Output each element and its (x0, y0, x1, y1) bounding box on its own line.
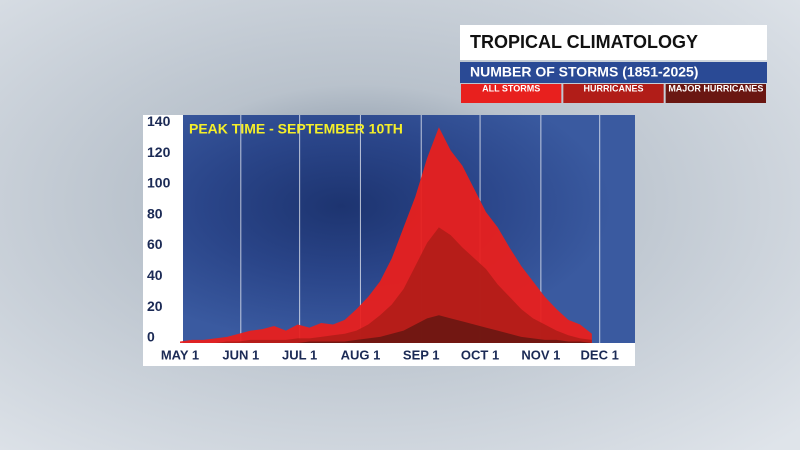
y-tick-label: 20 (147, 298, 163, 314)
x-tick-label: DEC 1 (581, 347, 619, 362)
legend-label: ALL STORMS (482, 83, 540, 93)
x-tick-label: OCT 1 (461, 347, 499, 362)
y-tick-label: 140 (147, 113, 171, 129)
y-tick-label: 40 (147, 267, 163, 283)
x-tick-label: AUG 1 (341, 347, 381, 362)
plot-area (179, 115, 635, 343)
y-tick-label: 60 (147, 236, 163, 252)
y-tick-label: 0 (147, 329, 155, 345)
legend: ALL STORMS HURRICANES MAJOR HURRICANES (461, 83, 766, 103)
legend-label: MAJOR HURRICANES (668, 83, 763, 93)
x-tick-label: SEP 1 (403, 347, 440, 362)
area (180, 315, 592, 343)
x-tick-label: JUL 1 (282, 347, 317, 362)
subtitle-box (460, 62, 767, 83)
x-tick-label: JUN 1 (222, 347, 259, 362)
y-tick-label: 120 (147, 144, 171, 160)
y-tick-label: 80 (147, 205, 163, 221)
area (180, 227, 592, 343)
legend-swatch (563, 84, 664, 103)
annotation: PEAK TIME - SEPTEMBER 10TH (189, 121, 403, 137)
chart-subtitle: NUMBER OF STORMS (1851-2025) (470, 64, 698, 80)
legend-label: HURRICANES (583, 83, 643, 93)
chart-title: TROPICAL CLIMATOLOGY (470, 32, 698, 52)
x-tick-label: NOV 1 (521, 347, 560, 362)
x-tick-label: MAY 1 (161, 347, 199, 362)
y-tick-label: 100 (147, 175, 171, 191)
title-box (460, 25, 767, 60)
legend-swatch (665, 84, 766, 103)
legend-swatch (461, 84, 562, 103)
